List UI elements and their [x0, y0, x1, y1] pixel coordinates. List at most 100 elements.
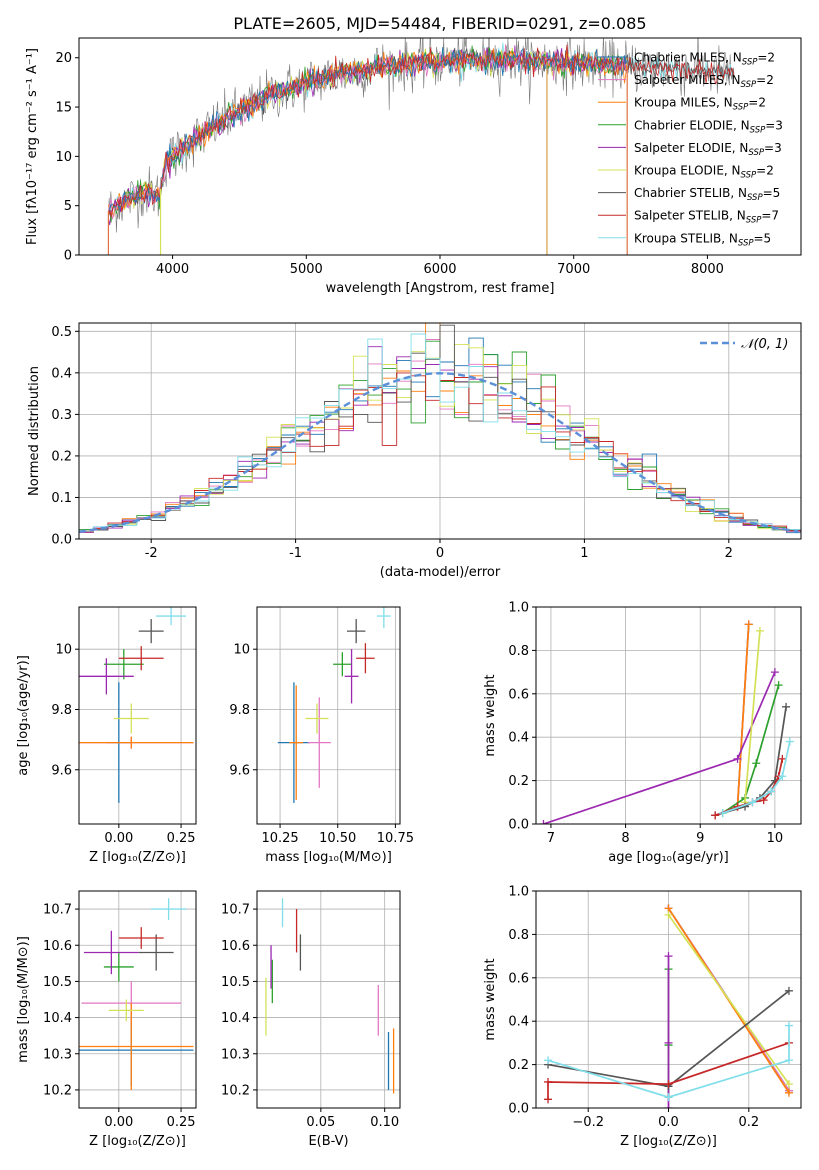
y-tick-label: 10.6 — [221, 939, 250, 954]
axes-frame — [78, 890, 197, 1109]
weight-marker — [544, 1056, 553, 1065]
x-tick-label: -1 — [289, 546, 302, 561]
spectrum-legend: Chabrier MILES, NSSP=2 Salpeter MILES, NS… — [598, 51, 783, 248]
y-tick-label: 0.8 — [508, 928, 529, 943]
weight-marker — [664, 1093, 673, 1102]
model-spectrum-1 — [108, 44, 628, 220]
weight-line-8 — [547, 1025, 790, 1099]
normal-reference-curve — [79, 372, 799, 533]
y-tick-label: 0.6 — [508, 971, 529, 986]
weight-line-5 — [744, 630, 761, 803]
y-tick-label: 0.4 — [51, 366, 72, 381]
y-axis-label: mass weight — [483, 958, 498, 1040]
x-axis-label: mass [log₁₀(M/M⊙)] — [265, 850, 392, 865]
x-axis-label: E(B-V) — [308, 1134, 348, 1149]
weight-marker — [664, 1104, 673, 1108]
weight-line-5 — [667, 914, 790, 1085]
y-axis-label: mass [log₁₀(M/M⊙)] — [16, 936, 31, 1063]
x-tick-label: 10.75 — [377, 831, 414, 846]
y-tick-label: 0.8 — [508, 644, 529, 659]
y-tick-label: 0.0 — [508, 818, 529, 833]
weight-marker — [778, 754, 787, 763]
y-tick-label: 10.7 — [43, 903, 72, 918]
weight-marker — [770, 668, 779, 677]
y-tick-label: 1.0 — [508, 885, 529, 900]
age-vs-metallicity-panel: 0.00 0.25 9.6 9.8 10 Z [log₁₀(Z/Z⊙)] age [log₁… — [16, 606, 197, 865]
residual-histogram-panel: -2 -1 0 1 2 0.0 0.1 0.2 0.3 0.4 0.5 (data-model)/er… — [27, 322, 802, 580]
y-axis-label: Flux [fλ10⁻¹⁷ erg cm⁻² s⁻¹ A⁻¹] — [25, 48, 40, 245]
y-tick-label: 9.6 — [51, 763, 72, 778]
weight-marker — [759, 796, 768, 805]
legend-label-2: Kroupa MILES, NSSP=2 — [634, 96, 766, 113]
y-tick-label: 10.3 — [221, 1047, 250, 1062]
x-axis-label: Z [log₁₀(Z/Z⊙)] — [89, 1134, 186, 1149]
legend-label-8: Kroupa STELIB, NSSP=5 — [634, 231, 771, 248]
y-axis-label: age [log₁₀(age/yr)] — [16, 655, 31, 776]
y-tick-label: 0.1 — [51, 491, 72, 506]
x-tick-label: 0 — [436, 546, 444, 561]
model-spectrum-7 — [108, 44, 735, 218]
x-tick-label: 7000 — [557, 262, 590, 277]
legend-label-6: Chabrier STELIB, NSSP=5 — [634, 186, 780, 203]
weight-marker — [544, 1095, 553, 1104]
plot-area — [265, 898, 395, 1094]
legend-label-1: Salpeter MILES, NSSP=2 — [634, 73, 774, 90]
y-tick-label: 0.4 — [508, 1015, 529, 1030]
plot-area — [79, 607, 194, 803]
y-tick-label: 5 — [64, 199, 72, 214]
residual-hist-6 — [79, 324, 801, 532]
weight-marker — [664, 952, 673, 961]
y-tick-label: 10.2 — [43, 1083, 72, 1098]
weight-marker — [784, 986, 793, 995]
weight-marker — [664, 1038, 673, 1047]
y-tick-label: 10.7 — [221, 903, 250, 918]
weight-marker — [785, 737, 794, 746]
mass-vs-reddening-panel: 0.05 0.10 10.2 10.3 10.4 10.5 10.6 10.7 E(B-V) — [221, 890, 401, 1149]
y-tick-label: 10.4 — [43, 1011, 72, 1026]
x-tick-label: 0.25 — [167, 831, 196, 846]
x-tick-label: 1 — [580, 546, 588, 561]
weight-marker — [664, 1080, 673, 1089]
x-tick-label: 9 — [696, 831, 704, 846]
y-axis-label: Normed distribution — [27, 366, 42, 496]
axes-frame — [256, 890, 401, 1109]
y-tick-label: 10.2 — [221, 1083, 250, 1098]
x-tick-label: 0.0 — [658, 1115, 679, 1130]
x-axis-label: age [log₁₀(age/yr)] — [608, 850, 729, 865]
mass-weight-vs-metallicity-panel: −0.2 0.0 0.2 0.0 0.2 0.4 0.6 0.8 1.0 Z [log₁₀(Z/Z… — [483, 885, 802, 1149]
weight-line-2 — [736, 624, 750, 807]
weight-marker — [711, 811, 720, 820]
y-tick-label: 0.5 — [51, 325, 72, 340]
y-tick-label: 0 — [64, 249, 72, 264]
y-tick-label: 0.0 — [51, 533, 72, 548]
y-tick-label: 10 — [233, 643, 250, 658]
weight-marker — [733, 754, 742, 763]
weight-marker — [544, 1077, 553, 1086]
y-tick-label: 10 — [55, 643, 72, 658]
weight-marker — [664, 910, 673, 919]
y-tick-label: 0.0 — [508, 1102, 529, 1117]
legend-label-3: Chabrier ELODIE, NSSP=3 — [634, 118, 783, 135]
x-tick-label: 7 — [547, 831, 555, 846]
y-tick-label: 9.8 — [229, 703, 250, 718]
x-tick-label: 10.50 — [319, 831, 356, 846]
weight-marker — [774, 681, 783, 690]
weight-marker — [718, 809, 727, 818]
mass-weight-vs-age-panel: 7 8 9 10 0.0 0.2 0.4 0.6 0.8 1.0 age [log₁₀(age/yr… — [483, 601, 802, 865]
y-tick-label: 0.2 — [508, 1058, 529, 1073]
plot-area — [544, 904, 793, 1108]
y-tick-label: 1.0 — [508, 601, 529, 616]
x-tick-label: -2 — [145, 546, 158, 561]
y-tick-label: 10.3 — [43, 1047, 72, 1062]
weight-marker — [752, 759, 761, 768]
weight-marker — [784, 1056, 793, 1065]
legend-label-7: Salpeter STELIB, NSSP=7 — [634, 209, 779, 226]
x-tick-label: 2 — [725, 546, 733, 561]
legend-label-0: Chabrier MILES, NSSP=2 — [634, 51, 775, 68]
y-tick-label: 10.4 — [221, 1011, 250, 1026]
weight-marker — [744, 620, 753, 629]
plot-area — [107, 38, 735, 255]
weight-marker — [784, 1088, 793, 1097]
y-tick-label: 10.6 — [43, 939, 72, 954]
weight-marker — [778, 772, 787, 781]
